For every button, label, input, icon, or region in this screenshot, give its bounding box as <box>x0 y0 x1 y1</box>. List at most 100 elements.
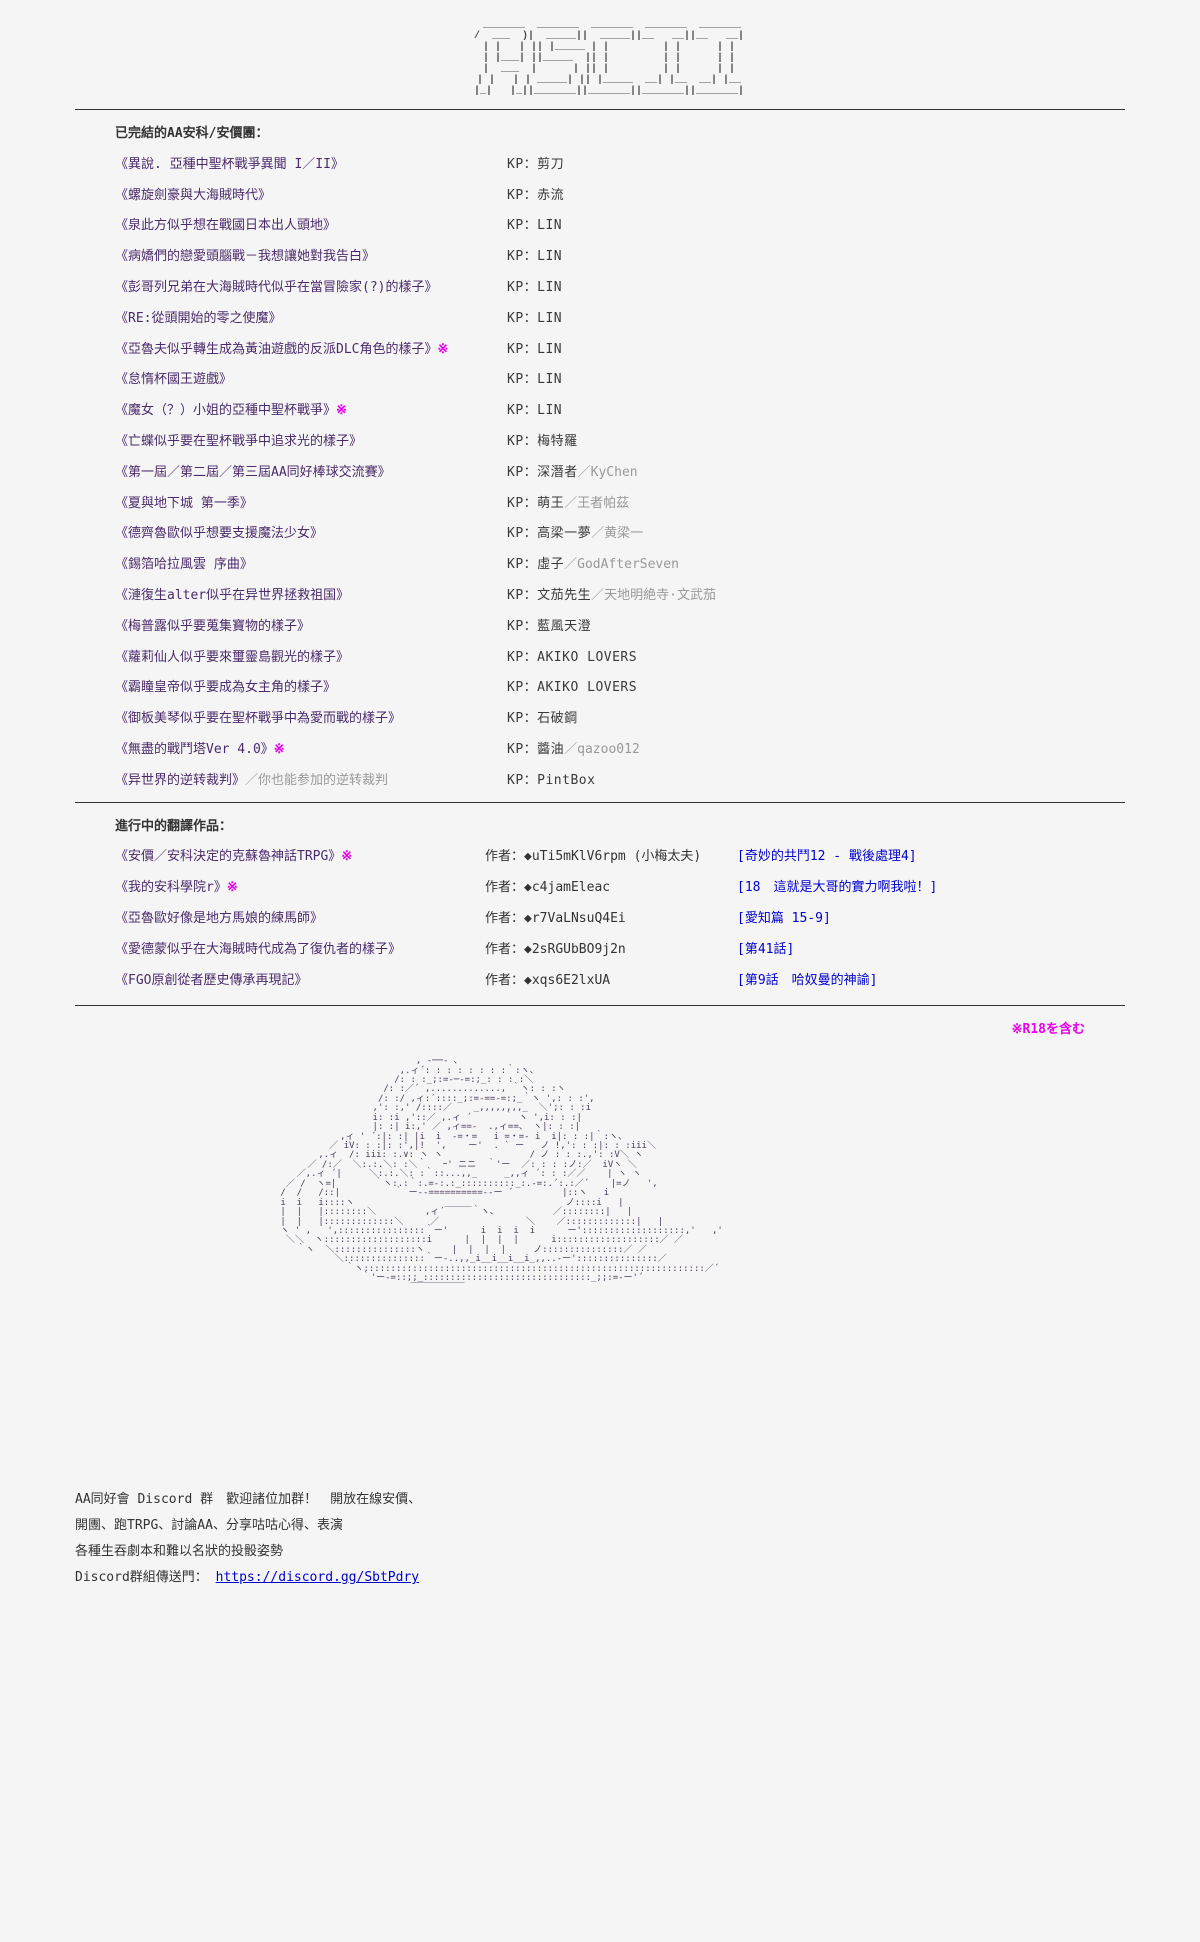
work-title-cell: 《亞魯夫似乎轉生成為黃油遊戲的反派DLC角色的樣子》※ <box>115 340 507 361</box>
kp-label: KP：LIN <box>507 249 562 264</box>
work-title-link[interactable]: 《魔女（？）小姐的亞種中聖杯戰爭》 <box>115 403 336 418</box>
work-title-link[interactable]: 《FGO原創從者歷史傳承再現記》 <box>115 973 307 988</box>
kp-alt: ／黄梁一 <box>591 526 643 541</box>
kp-label: KP：藍風天澄 <box>507 619 591 634</box>
work-title-link[interactable]: 《亞魯夫似乎轉生成為黃油遊戲的反派DLC角色的樣子》 <box>115 342 437 357</box>
diamond-icon: ◆ <box>524 973 532 988</box>
work-title-cell: 《蘿莉仙人似乎要來璽靈島觀光的樣子》 <box>115 648 507 669</box>
author-prefix: 作者： <box>485 911 524 926</box>
work-title-link[interactable]: 《我的安科學院r》 <box>115 880 227 895</box>
kp-alt: ／王者帕茲 <box>564 496 629 511</box>
kp-cell: KP：PintBox <box>507 771 1125 792</box>
kp-alt: ／qazoo012 <box>564 742 640 757</box>
work-title-link[interactable]: 《泉此方似乎想在戰國日本出人頭地》 <box>115 218 336 233</box>
discord-text-line: 開團、跑TRPG、討論AA、分享咕咕心得、表演 <box>75 1513 455 1539</box>
work-title-cell: 《泉此方似乎想在戰國日本出人頭地》 <box>115 216 507 237</box>
kp-cell: KP：LIN <box>507 370 1125 391</box>
chapter-link[interactable]: [18 這就是大哥的實力啊我啦！] <box>737 880 937 895</box>
chapter-link[interactable]: [第9話 哈奴曼的神諭] <box>737 973 877 988</box>
work-title-cell: 《RE:從頭開始的零之使魔》 <box>115 309 507 330</box>
work-title-cell: 《螺旋劍豪與大海賊時代》 <box>115 186 507 207</box>
r18-star-icon: ※ <box>341 849 352 864</box>
work-title-link[interactable]: 《第一屆／第二屆／第三屆AA同好棒球交流賽》 <box>115 465 391 480</box>
kp-cell: KP：醬油／qazoo012 <box>507 740 1125 761</box>
kp-label: KP：LIN <box>507 403 562 418</box>
kp-cell: KP：AKIKO LOVERS <box>507 678 1125 699</box>
author-cell: 作者：◆2sRGUbBO9j2n <box>485 940 737 961</box>
kp-cell: KP：LIN <box>507 216 1125 237</box>
work-title-cell: 《怠惰杯國王遊戲》 <box>115 370 507 391</box>
work-title-link[interactable]: 《病嬌們的戀愛頭腦戰－我想讓她對我告白》 <box>115 249 375 264</box>
work-title-cell: 《霸瞳皇帝似乎要成為女主角的樣子》 <box>115 678 507 699</box>
work-title-cell: 《夏與地下城 第一季》 <box>115 494 507 515</box>
kp-alt: ／KyChen <box>578 465 638 480</box>
work-title-link[interactable]: 《怠惰杯國王遊戲》 <box>115 372 232 387</box>
discord-link[interactable]: https://discord.gg/SbtPdry <box>216 1570 420 1585</box>
list-item: 《漣復生alter似乎在异世界拯救祖国》KP：文茄先生／天地明絶寺·文武茄 <box>115 586 1125 607</box>
author-trip: xqs6E2lxUA <box>532 973 610 988</box>
work-title-cell: 《FGO原創從者歷史傳承再現記》 <box>115 971 485 992</box>
work-title-link[interactable]: 《夏與地下城 第一季》 <box>115 496 253 511</box>
r18-note: ※R18を含む <box>75 1020 1125 1041</box>
work-title-cell: 《德齊魯歐似乎想要支援魔法少女》 <box>115 524 507 545</box>
discord-link-line: Discord群組傳送門： https://discord.gg/SbtPdry <box>75 1565 455 1591</box>
work-title-link[interactable]: 《亡蝶似乎要在聖杯戰爭中追求光的樣子》 <box>115 434 362 449</box>
work-title-link[interactable]: 《RE:從頭開始的零之使魔》 <box>115 311 281 326</box>
work-title-link[interactable]: 《彭哥列兄弟在大海賊時代似乎在當冒險家(?)的樣子》 <box>115 280 437 295</box>
ascii-title: _______ _______ _______ _______ _______ … <box>75 20 1125 97</box>
kp-cell: KP：剪刀 <box>507 155 1125 176</box>
divider <box>75 1005 1125 1006</box>
list-item: 《亡蝶似乎要在聖杯戰爭中追求光的樣子》 KP：梅特羅 <box>115 432 1125 453</box>
work-title-link[interactable]: 《霸瞳皇帝似乎要成為女主角的樣子》 <box>115 680 336 695</box>
inprogress-heading: 進行中的翻譯作品： <box>75 817 1125 838</box>
list-item: 《霸瞳皇帝似乎要成為女主角的樣子》 KP：AKIKO LOVERS <box>115 678 1125 699</box>
work-title-cell: 《無盡的戰鬥塔Ver 4.0》※ <box>115 740 507 761</box>
work-title-link[interactable]: 《錫箔哈拉風雲 序曲》 <box>115 557 253 572</box>
kp-label: KP：剪刀 <box>507 157 564 172</box>
kp-cell: KP：高梁一夢／黄梁一 <box>507 524 1125 545</box>
chapter-link[interactable]: [愛知篇 15-9] <box>737 911 831 926</box>
work-title-cell: 《病嬌們的戀愛頭腦戰－我想讓她對我告白》 <box>115 247 507 268</box>
diamond-icon: ◆ <box>524 880 532 895</box>
work-title-link[interactable]: 《梅普露似乎要蒐集寶物的樣子》 <box>115 619 310 634</box>
work-title-link[interactable]: 《蘿莉仙人似乎要來璽靈島觀光的樣子》 <box>115 650 349 665</box>
diamond-icon: ◆ <box>524 911 532 926</box>
list-item: 《异世界的逆转裁判》／你也能参加的逆转裁判KP：PintBox <box>115 771 1125 792</box>
work-title-link[interactable]: 《漣復生alter似乎在异世界拯救祖国》 <box>115 588 349 603</box>
author-trip: r7VaLNsuQ4Ei <box>532 911 626 926</box>
author-trip: 2sRGUbBO9j2n <box>532 942 626 957</box>
kp-cell: KP：石破鋼 <box>507 709 1125 730</box>
latest-chapter-cell: [第9話 哈奴曼的神諭] <box>737 971 1125 992</box>
list-item: 《夏與地下城 第一季》KP：萌王／王者帕茲 <box>115 494 1125 515</box>
work-title-link[interactable]: 《異說. 亞種中聖杯戰爭異聞 I／II》 <box>115 157 344 172</box>
kp-cell: KP：LIN <box>507 401 1125 422</box>
list-item: 《螺旋劍豪與大海賊時代》 KP：赤流 <box>115 186 1125 207</box>
author-cell: 作者：◆xqs6E2lxUA <box>485 971 737 992</box>
list-item: 《第一屆／第二屆／第三屆AA同好棒球交流賽》KP：深潛者／KyChen <box>115 463 1125 484</box>
work-title-cell: 《第一屆／第二屆／第三屆AA同好棒球交流賽》 <box>115 463 507 484</box>
discord-text-line: 各種生吞劇本和難以名狀的投骰姿勢 <box>75 1539 455 1565</box>
work-title-cell: 《御板美琴似乎要在聖杯戰爭中為愛而戰的樣子》 <box>115 709 507 730</box>
author-trip: c4jamEleac <box>532 880 610 895</box>
completed-heading: 已完結的AA安科/安價團： <box>75 124 1125 145</box>
work-title-link[interactable]: 《异世界的逆转裁判》 <box>115 773 245 788</box>
kp-label: KP：赤流 <box>507 188 564 203</box>
work-title-link[interactable]: 《螺旋劍豪與大海賊時代》 <box>115 188 271 203</box>
list-item: 《怠惰杯國王遊戲》 KP：LIN <box>115 370 1125 391</box>
kp-label: KP：AKIKO LOVERS <box>507 650 637 665</box>
chapter-link[interactable]: [奇妙的共鬥12 - 戰後處理4] <box>737 849 917 864</box>
inprogress-list: 《安價／安科決定的克蘇魯神話TRPG》※作者：◆uTi5mKlV6rpm (小梅… <box>75 847 1125 991</box>
discord-text-line: AA同好會 Discord 群 歡迎諸位加群！ 開放在線安價、 <box>75 1487 455 1513</box>
kp-label: KP：LIN <box>507 280 562 295</box>
work-title-link[interactable]: 《愛德蒙似乎在大海賊時代成為了復仇者的樣子》 <box>115 942 401 957</box>
kp-cell: KP：梅特羅 <box>507 432 1125 453</box>
work-title-link[interactable]: 《御板美琴似乎要在聖杯戰爭中為愛而戰的樣子》 <box>115 711 401 726</box>
chapter-link[interactable]: [第41話] <box>737 942 794 957</box>
work-title-link[interactable]: 《無盡的戰鬥塔Ver 4.0》 <box>115 742 274 757</box>
work-title-link[interactable]: 《德齊魯歐似乎想要支援魔法少女》 <box>115 526 323 541</box>
ascii-art: , -──- ､ ,.ィ´: : : : : : : :｀:ヽ、 /: : :_… <box>275 1057 723 1293</box>
work-title-link[interactable]: 《安價／安科決定的克蘇魯神話TRPG》 <box>115 849 341 864</box>
divider <box>75 802 1125 803</box>
discord-block: AA同好會 Discord 群 歡迎諸位加群！ 開放在線安價、 開團、跑TRPG… <box>75 1487 455 1591</box>
work-title-link[interactable]: 《亞魯歐好像是地方馬娘的練馬師》 <box>115 911 323 926</box>
